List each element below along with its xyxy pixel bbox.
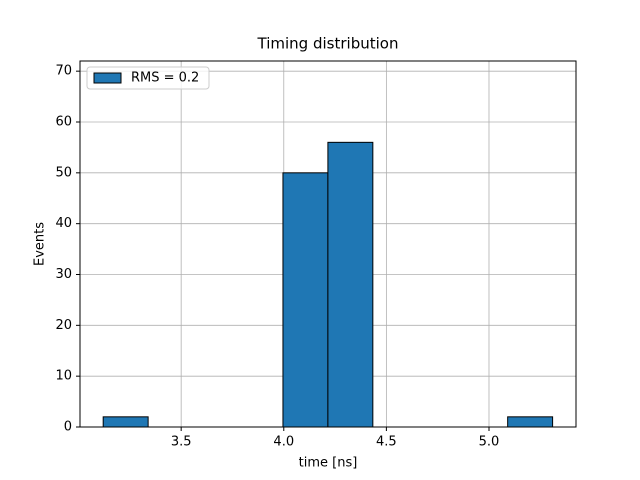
- y-tick-label: 0: [64, 420, 72, 435]
- y-tick-label: 70: [55, 64, 72, 79]
- plot-frame: [79, 60, 577, 428]
- y-tick-label: 10: [55, 369, 72, 384]
- x-tick-label: 3.5: [171, 435, 192, 450]
- x-tick-label: 4.5: [376, 435, 397, 450]
- legend-swatch: [93, 72, 122, 84]
- histogram-bar: [327, 141, 374, 428]
- y-axis-label: Events: [33, 222, 48, 266]
- legend-label: RMS = 0.2: [131, 71, 199, 86]
- y-tick-label: 50: [55, 165, 72, 180]
- histogram-bar: [102, 416, 149, 428]
- histogram-bar: [507, 416, 554, 428]
- y-tick-label: 30: [55, 267, 72, 282]
- x-axis-label: time [ns]: [299, 456, 358, 471]
- y-tick-label: 40: [55, 216, 72, 231]
- histogram-bar: [282, 172, 329, 428]
- chart-title: Timing distribution: [257, 35, 399, 53]
- y-tick-label: 20: [55, 318, 72, 333]
- y-tick-label: 60: [55, 115, 72, 130]
- x-tick-label: 4.0: [273, 435, 294, 450]
- x-tick-label: 5.0: [479, 435, 500, 450]
